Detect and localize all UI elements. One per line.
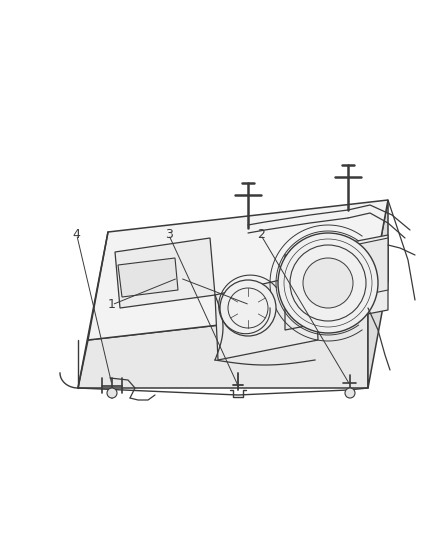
Circle shape bbox=[345, 388, 355, 398]
Polygon shape bbox=[118, 258, 178, 297]
Text: 3: 3 bbox=[165, 228, 173, 241]
Circle shape bbox=[303, 258, 353, 308]
Text: 4: 4 bbox=[73, 228, 81, 241]
Circle shape bbox=[220, 280, 276, 336]
Polygon shape bbox=[215, 272, 318, 360]
Polygon shape bbox=[78, 308, 368, 388]
Text: 2: 2 bbox=[257, 228, 265, 241]
Polygon shape bbox=[88, 200, 388, 340]
Polygon shape bbox=[115, 238, 215, 308]
Polygon shape bbox=[368, 200, 388, 388]
Circle shape bbox=[107, 388, 117, 398]
Circle shape bbox=[278, 233, 378, 333]
Polygon shape bbox=[340, 238, 388, 300]
Polygon shape bbox=[285, 235, 388, 330]
Text: 1: 1 bbox=[108, 298, 116, 311]
